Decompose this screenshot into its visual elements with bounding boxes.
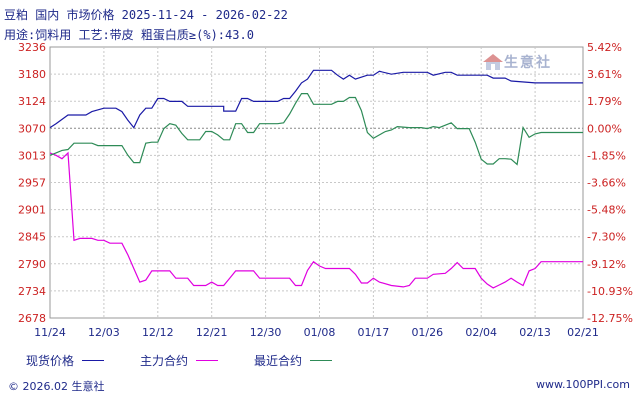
legend: 现货价格 主力合约 最近合约 [26,352,368,369]
x-tick-label: 02/21 [567,326,599,339]
house-logo-icon [483,54,503,70]
series-line-0 [49,69,583,129]
copyright-text: © 2026.02 生意社 [8,380,105,393]
y-left-tick-label: 2790 [18,258,46,271]
legend-item-nearest: 最近合约 [254,352,338,369]
x-tick-label: 12/12 [142,326,174,339]
watermark-text: 生意社 [504,55,552,71]
y-left-tick-label: 2734 [18,285,46,298]
y-left-tick-label: 2901 [18,204,46,217]
x-tick-label: 12/03 [88,326,120,339]
legend-swatch-main [196,360,219,361]
x-tick-label: 01/17 [358,326,390,339]
y-right-tick-label: -7.30% [587,231,626,244]
legend-label-nearest: 最近合约 [254,354,303,368]
y-right-tick-label: 1.79% [587,95,622,108]
y-left-tick-label: 3180 [18,68,46,81]
y-left-tick-label: 3124 [18,95,46,108]
y-right-tick-label: -12.75% [587,312,633,325]
legend-swatch-nearest [310,360,333,361]
y-left-tick-label: 3070 [18,122,46,135]
chart-subtitle: 用途:饲料用 工艺:带皮 粗蛋白质≥(%):43.0 [4,28,254,42]
y-left-tick-label: 2845 [18,231,46,244]
x-tick-label: 11/24 [34,326,66,339]
x-tick-label: 01/08 [304,326,336,339]
y-right-tick-label: 0.00% [587,122,622,135]
y-right-tick-label: -10.93% [587,285,633,298]
y-left-tick-label: 3013 [18,149,46,162]
series-line-1 [49,151,583,289]
legend-item-spot: 现货价格 [26,352,110,369]
x-tick-label: 02/04 [465,326,497,339]
chart-title: 豆粕 国内 市场价格 2025-11-24 - 2026-02-22 [4,8,288,22]
site-url-link[interactable]: www.100PPI.com [536,378,630,391]
y-right-tick-label: -3.66% [587,177,626,190]
legend-swatch-spot [82,360,105,361]
y-left-tick-label: 2678 [18,312,46,325]
y-left-tick-label: 2957 [18,177,46,190]
x-tick-label: 12/21 [196,326,228,339]
y-left-tick-label: 3236 [18,41,46,54]
x-tick-label: 12/30 [250,326,282,339]
series-line-2 [49,93,583,166]
watermark: 生意社 [482,52,552,72]
y-right-tick-label: 3.61% [587,68,622,81]
y-right-tick-label: 5.42% [587,41,622,54]
legend-label-main: 主力合约 [140,354,189,368]
x-tick-label: 02/13 [519,326,551,339]
x-tick-label: 01/26 [411,326,443,339]
y-right-tick-label: -5.48% [587,204,626,217]
y-right-tick-label: -1.85% [587,149,626,162]
legend-label-spot: 现货价格 [26,354,75,368]
y-right-tick-label: -9.12% [587,258,626,271]
legend-item-main: 主力合约 [140,352,224,369]
